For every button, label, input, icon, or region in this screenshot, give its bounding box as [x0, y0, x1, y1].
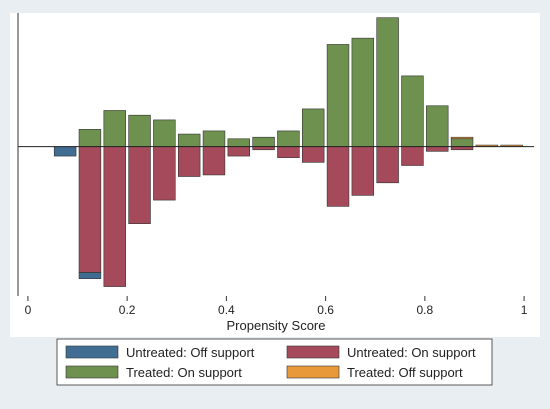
- legend-swatch-3: [286, 365, 340, 379]
- bar-series1-0: [78, 146, 102, 273]
- bar-series3-0: [450, 136, 474, 140]
- legend-label-2: Treated: On support: [126, 365, 242, 380]
- bar-series1-14: [426, 146, 449, 152]
- bar-series1-9: [302, 146, 325, 163]
- bar-series1-4: [177, 146, 201, 177]
- legend-label-0: Untreated: Off support: [126, 345, 255, 360]
- bar-series2-11: [351, 37, 375, 147]
- bar-series1-3: [153, 146, 176, 201]
- bar-series2-14: [426, 105, 449, 147]
- bar-series2-8: [277, 130, 300, 147]
- bar-series2-10: [326, 44, 350, 147]
- bar-series2-2: [128, 114, 151, 147]
- x-axis-label: Propensity Score: [227, 318, 326, 333]
- bar-series2-4: [177, 133, 201, 147]
- legend-label-1: Untreated: On support: [347, 345, 476, 360]
- legend-swatch-2: [65, 365, 119, 379]
- x-axis: 0 0.2 0.4 0.6 0.8 1: [17, 13, 528, 317]
- bar-series1-13: [401, 146, 424, 166]
- legend-swatch-0: [65, 345, 119, 359]
- bar-series2-3: [153, 119, 176, 147]
- bar-series2-1: [103, 110, 126, 147]
- bar-series1-2: [128, 146, 151, 224]
- bars-layer: [18, 17, 534, 287]
- bar-series2-5: [202, 130, 226, 147]
- bar-series2-7: [252, 136, 275, 147]
- x-tick-label-3: 0.6: [317, 303, 334, 317]
- bar-series1-5: [202, 146, 226, 176]
- x-tick-label-1: 0.2: [119, 303, 136, 317]
- x-tick-label-2: 0.4: [218, 303, 235, 317]
- bar-series1-6: [227, 146, 250, 157]
- bar-series2-6: [227, 138, 250, 147]
- x-tick-label-0: 0: [25, 303, 32, 317]
- legend-label-3: Treated: Off support: [347, 365, 463, 380]
- x-tick-label-5: 1: [521, 303, 528, 317]
- bar-series2-12: [376, 17, 399, 147]
- bar-series0-0: [53, 146, 77, 157]
- bar-series1-11: [351, 146, 375, 196]
- bar-series1-10: [326, 146, 350, 207]
- legend-swatch-1: [286, 345, 340, 359]
- bar-series1-8: [277, 146, 300, 158]
- x-tick-label-4: 0.8: [417, 303, 434, 317]
- bar-series2-0: [78, 129, 102, 147]
- bar-series2-15: [450, 138, 474, 147]
- legend: Untreated: Off support Untreated: On supp…: [56, 338, 493, 386]
- legend-box: [56, 338, 493, 386]
- bar-series2-13: [401, 75, 424, 147]
- bar-series1-1: [103, 146, 126, 287]
- bar-series0-1: [78, 272, 102, 280]
- bar-series1-12: [376, 146, 399, 184]
- bar-series2-9: [302, 108, 325, 147]
